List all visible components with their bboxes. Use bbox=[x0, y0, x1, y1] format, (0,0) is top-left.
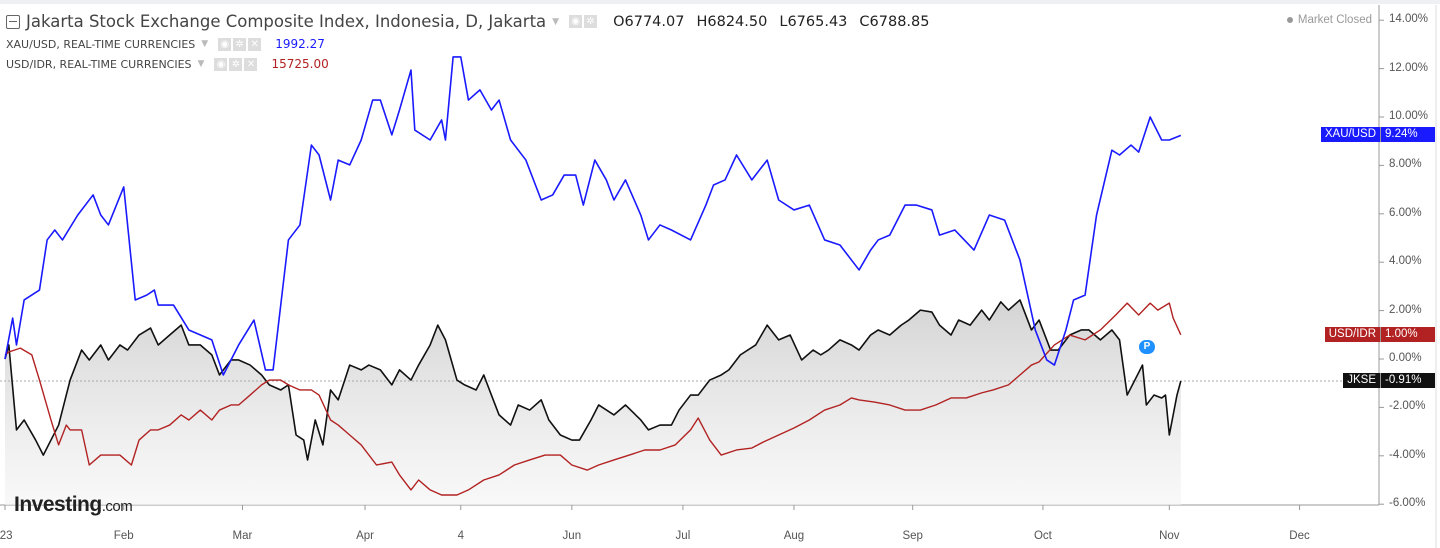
tag-value: -0.91% bbox=[1380, 373, 1435, 389]
y-tick-label: 2.00% bbox=[1389, 303, 1422, 316]
x-tick-label: Jun bbox=[562, 530, 582, 542]
price-tag-usd-idr: USD/IDR 1.00% bbox=[1324, 326, 1435, 342]
x-tick-label: Nov bbox=[1159, 530, 1180, 542]
x-tick-label: Sep bbox=[902, 530, 923, 542]
series-line-jkse bbox=[4, 299, 1182, 461]
y-tick-label: 6.00% bbox=[1389, 206, 1422, 219]
x-tick-label: Apr bbox=[356, 530, 374, 542]
price-tag-jkse: JKSE -0.91% bbox=[1343, 373, 1435, 389]
y-tick-label: -6.00% bbox=[1389, 497, 1426, 510]
series-line-xau-usd bbox=[4, 56, 1182, 376]
eye-icon[interactable]: ◉ bbox=[569, 15, 583, 28]
investing-logo: Investing.com bbox=[14, 493, 133, 516]
overlay-name: USD/IDR, REAL-TIME CURRENCIES bbox=[6, 57, 192, 71]
overlay-name: XAU/USD, REAL-TIME CURRENCIES bbox=[6, 37, 196, 51]
main-legend: Jakarta Stock Exchange Composite Index, … bbox=[6, 12, 942, 31]
x-tick-label: Mar bbox=[232, 530, 253, 542]
x-tick-label: '23 bbox=[0, 530, 13, 542]
event-marker[interactable]: P bbox=[1139, 340, 1155, 354]
tag-name: XAU/USD bbox=[1320, 127, 1380, 143]
ohlc-values: O6774.07 H6824.50 L6765.43 C6788.85 bbox=[613, 13, 930, 30]
tag-name: JKSE bbox=[1343, 373, 1380, 389]
gear-icon[interactable]: ✲ bbox=[584, 15, 598, 28]
y-tick-label: 0.00% bbox=[1389, 352, 1422, 364]
top-border bbox=[0, 0, 1440, 4]
eye-icon[interactable]: ◉ bbox=[218, 37, 232, 51]
legend-usdidr: USD/IDR, REAL-TIME CURRENCIES ▼ ◉ ✲ ✕ 1572… bbox=[6, 57, 329, 71]
series-line-usd-idr bbox=[4, 302, 1182, 496]
gear-icon[interactable]: ✲ bbox=[233, 37, 247, 51]
tag-name: USD/IDR bbox=[1324, 326, 1380, 342]
x-tick-label: Feb bbox=[113, 530, 134, 542]
overlay-value: 1992.27 bbox=[275, 37, 325, 51]
chevron-down-icon[interactable]: ▼ bbox=[552, 16, 560, 27]
y-tick-label: -4.00% bbox=[1389, 448, 1426, 461]
y-tick-label: -2.00% bbox=[1389, 400, 1426, 413]
chevron-down-icon[interactable]: ▼ bbox=[197, 59, 205, 69]
gear-icon[interactable]: ✲ bbox=[229, 57, 243, 71]
x-tick-label: 4 bbox=[457, 530, 464, 542]
x-tick-label: Dec bbox=[1289, 530, 1310, 542]
legend-xauusd: XAU/USD, REAL-TIME CURRENCIES ▼ ◉ ✲ ✕ 1992… bbox=[6, 37, 325, 51]
status-dot-icon bbox=[1286, 16, 1293, 23]
tag-value: 1.00% bbox=[1380, 326, 1435, 342]
x-tick-label: Aug bbox=[783, 530, 805, 542]
close-icon[interactable]: ✕ bbox=[244, 57, 258, 71]
y-tick-label: 8.00% bbox=[1389, 158, 1422, 171]
chevron-down-icon[interactable]: ▼ bbox=[201, 39, 209, 49]
overlay-value: 15725.00 bbox=[271, 57, 329, 71]
collapse-icon[interactable] bbox=[6, 14, 20, 29]
eye-icon[interactable]: ◉ bbox=[214, 57, 228, 71]
price-tag-xau-usd: XAU/USD 9.24% bbox=[1320, 127, 1435, 143]
y-tick-label: 4.00% bbox=[1389, 255, 1422, 268]
jkse-area-fill bbox=[5, 299, 1181, 505]
chart-title: Jakarta Stock Exchange Composite Index, … bbox=[26, 12, 547, 31]
close-icon[interactable]: ✕ bbox=[248, 37, 262, 51]
y-tick-label: 10.00% bbox=[1389, 110, 1429, 122]
x-tick-label: Oct bbox=[1033, 530, 1052, 542]
tag-value: 9.24% bbox=[1380, 127, 1435, 143]
x-tick-label: Jul bbox=[675, 530, 691, 542]
y-tick-label: 14.00% bbox=[1389, 13, 1429, 26]
y-tick-label: 12.00% bbox=[1389, 61, 1429, 74]
market-status: Market Closed bbox=[1286, 14, 1372, 26]
